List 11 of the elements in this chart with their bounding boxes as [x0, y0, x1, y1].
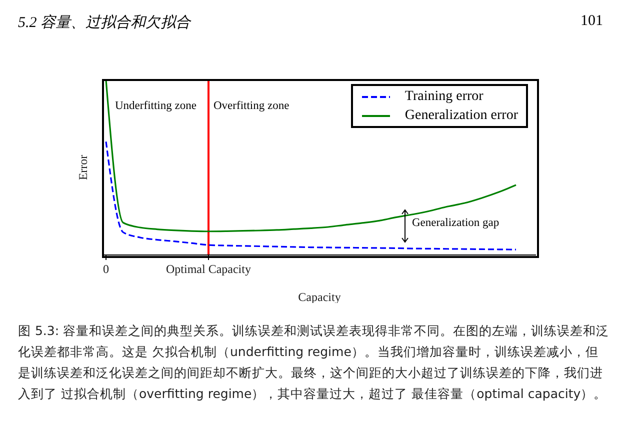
annotation: Overfitting zone — [214, 100, 290, 112]
text: 5.2 容量、过拟合和欠拟合 — [18, 13, 190, 32]
y-axis-title: Error — [76, 154, 92, 180]
legend-label: Generalization error — [404, 108, 518, 124]
x-tick-label: Optimal Capacity — [166, 262, 251, 276]
annotation: Generalization gap — [412, 217, 500, 229]
annotation: Underfitting zone — [115, 100, 196, 112]
caption: 图 5.3: 容量和误差之间的典型关系。训练误差和测试误差表现得非常不同。在图的左端，训练误差和泛化误差都非常高。这是 欠拟合机制（underfitting regime）。当我们增加容量时，训练误差减小，但是训练误差和泛化误差之间的间距却不断扩大。最终，这个间距的大小超过了训练误差的下降，我们进入到了 过拟合机制（overfitting regime），其中容量过大，超过了 最佳容量（optimal capacity）。 — [18, 322, 610, 403]
x-tick-label: 0 — [103, 262, 109, 276]
text: 101 — [580, 13, 603, 30]
legend-label: Training error — [404, 88, 484, 104]
